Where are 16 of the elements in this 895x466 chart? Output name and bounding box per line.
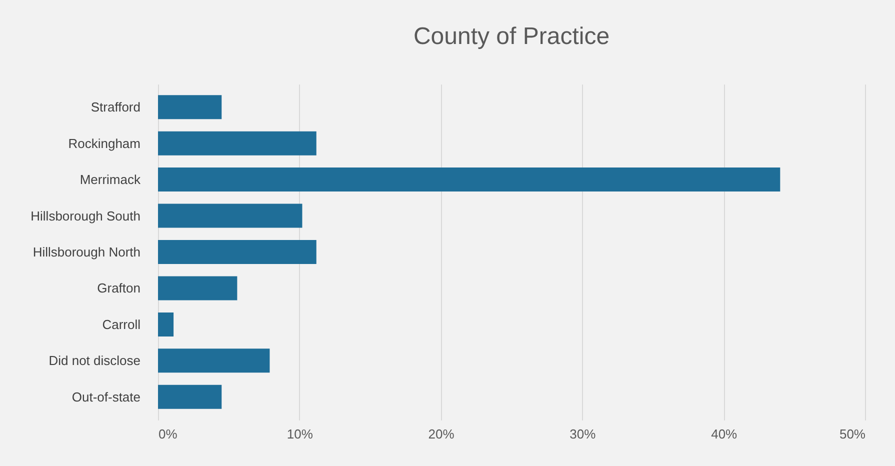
y-tick-label: Hillsborough North — [32, 244, 140, 260]
y-tick-label: Did not disclose — [48, 353, 140, 368]
y-tick-label: Out-of-state — [72, 389, 140, 404]
y-tick-label: Carroll — [102, 316, 141, 332]
y-tick-label: Hillsborough South — [30, 208, 140, 224]
x-tick-label: 20% — [428, 426, 455, 442]
y-tick-label: Rockingham — [68, 136, 140, 151]
y-tick-label: Strafford — [90, 100, 140, 115]
x-tick-label: 50% — [839, 426, 866, 442]
x-tick-label: 30% — [570, 426, 596, 442]
y-tick-label: Merrimack — [80, 172, 141, 188]
y-tick-label: Grafton — [97, 280, 140, 296]
x-tick-label: 40% — [711, 426, 738, 442]
chart-title: County of Practice — [413, 23, 610, 50]
x-tick-label: 0% — [158, 426, 178, 442]
x-tick-label: 10% — [286, 426, 314, 442]
